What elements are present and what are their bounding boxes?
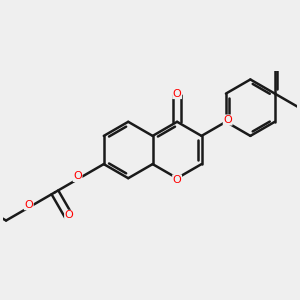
Text: O: O: [173, 175, 182, 185]
Text: O: O: [223, 115, 232, 125]
Text: O: O: [73, 171, 82, 182]
Text: O: O: [173, 88, 182, 99]
Text: O: O: [24, 200, 33, 210]
Text: O: O: [65, 210, 74, 220]
